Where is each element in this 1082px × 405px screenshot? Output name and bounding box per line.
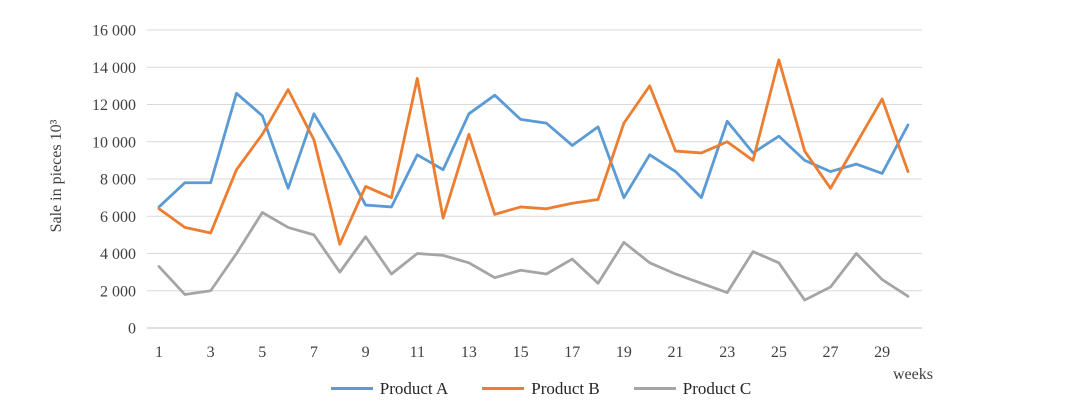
x-tick-label: 15 [513, 344, 529, 361]
x-tick-label: 3 [207, 344, 215, 361]
x-tick-label: 11 [410, 344, 425, 361]
y-tick-label: 0 [128, 321, 136, 338]
x-tick-label: 21 [668, 344, 684, 361]
y-tick-label: 8 000 [100, 172, 136, 189]
y-tick-label: 2 000 [100, 283, 136, 300]
legend-item-product-b: Product B [482, 379, 600, 398]
legend-swatch-product-a [330, 387, 373, 390]
x-tick-label: 19 [616, 344, 632, 361]
x-tick-label: 5 [258, 344, 266, 361]
y-tick-label: 12 000 [92, 97, 136, 114]
y-tick-label: 16 000 [92, 23, 136, 40]
y-tick-label: 4 000 [100, 246, 136, 263]
legend-label-product-c: Product C [682, 379, 752, 398]
x-tick-label: 7 [310, 344, 318, 361]
chart-legend: Product A Product B Product C [0, 380, 1082, 397]
y-tick-label: 14 000 [92, 60, 136, 77]
y-tick-label: 10 000 [92, 134, 136, 151]
x-tick-label: 17 [564, 344, 580, 361]
product-c-line [157, 211, 910, 302]
legend-label-product-a: Product A [379, 379, 449, 398]
legend-label-product-b: Product B [531, 379, 600, 398]
legend-item-product-a: Product A [330, 379, 449, 398]
x-tick-label: 27 [823, 344, 839, 361]
product-b-line [157, 58, 910, 246]
x-axis-title: weeks [893, 366, 933, 383]
y-axis-title: Sale in pieces 10³ [48, 119, 65, 233]
x-tick-label: 25 [771, 344, 787, 361]
product-a-line [157, 91, 910, 209]
legend-swatch-product-c [633, 387, 676, 390]
x-tick-label: 1 [155, 344, 163, 361]
x-tick-label: 29 [874, 344, 890, 361]
x-tick-label: 23 [719, 344, 735, 361]
y-tick-label: 6 000 [100, 209, 136, 226]
legend-swatch-product-b [482, 387, 525, 390]
x-tick-label: 9 [362, 344, 370, 361]
legend-item-product-c: Product C [633, 379, 752, 398]
x-tick-label: 13 [461, 344, 477, 361]
